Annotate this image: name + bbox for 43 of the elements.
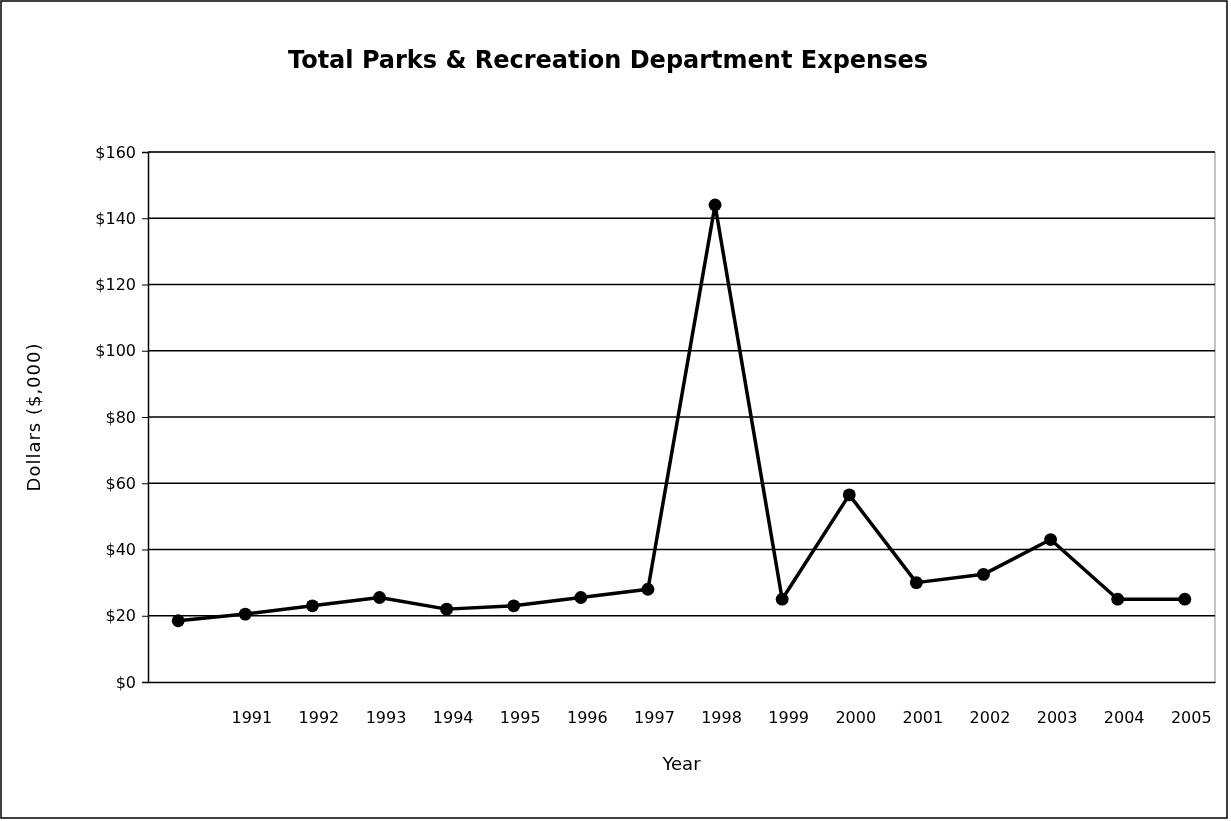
point xyxy=(909,576,923,590)
x-axis-title: Year xyxy=(661,753,702,774)
x-tick-label: 1995 xyxy=(499,708,541,728)
x-tick-label: 2004 xyxy=(1103,708,1145,728)
x-tick-label: 2003 xyxy=(1036,708,1078,728)
point xyxy=(977,567,990,581)
y-tick-label: $60 xyxy=(105,473,136,493)
x-tick-label: 1994 xyxy=(432,708,474,728)
point xyxy=(1178,592,1192,606)
y-tick-label: $100 xyxy=(95,341,136,361)
x-tick-label: 2000 xyxy=(835,708,877,728)
x-tick-label: 2001 xyxy=(902,708,944,728)
point xyxy=(238,607,252,621)
y-tick-label: $120 xyxy=(95,275,136,295)
point xyxy=(440,602,454,616)
y-tick-label: $40 xyxy=(105,540,136,560)
y-tick-label: $160 xyxy=(95,142,136,162)
point xyxy=(1111,592,1125,606)
y-tick-label: $80 xyxy=(105,407,136,427)
point xyxy=(373,591,386,604)
x-tick-label: 1991 xyxy=(231,708,273,728)
point xyxy=(1044,533,1058,546)
point xyxy=(574,591,588,604)
point xyxy=(641,582,655,596)
x-tick-label: 1998 xyxy=(701,708,742,728)
x-tick-label: 1996 xyxy=(566,708,608,728)
y-tick-label: $20 xyxy=(105,606,136,626)
chart-title: Total Parks & Recreation Department Expenses xyxy=(287,46,929,74)
x-tick-label: 1999 xyxy=(768,708,810,728)
x-tick-label: 1997 xyxy=(634,708,675,728)
point xyxy=(305,599,319,613)
y-axis-title: Dollars ($,000) xyxy=(23,342,44,492)
point xyxy=(507,599,521,613)
x-tick-label: 2005 xyxy=(1170,708,1212,728)
y-tick-label: $0 xyxy=(115,672,136,692)
point xyxy=(171,614,185,628)
y-tick-label: $140 xyxy=(95,208,136,228)
point xyxy=(708,198,722,212)
x-tick-label: 1992 xyxy=(298,708,340,728)
point xyxy=(775,592,789,606)
point xyxy=(842,488,856,502)
x-tick-label: 2002 xyxy=(969,708,1011,728)
x-tick-label: 1993 xyxy=(365,708,407,728)
